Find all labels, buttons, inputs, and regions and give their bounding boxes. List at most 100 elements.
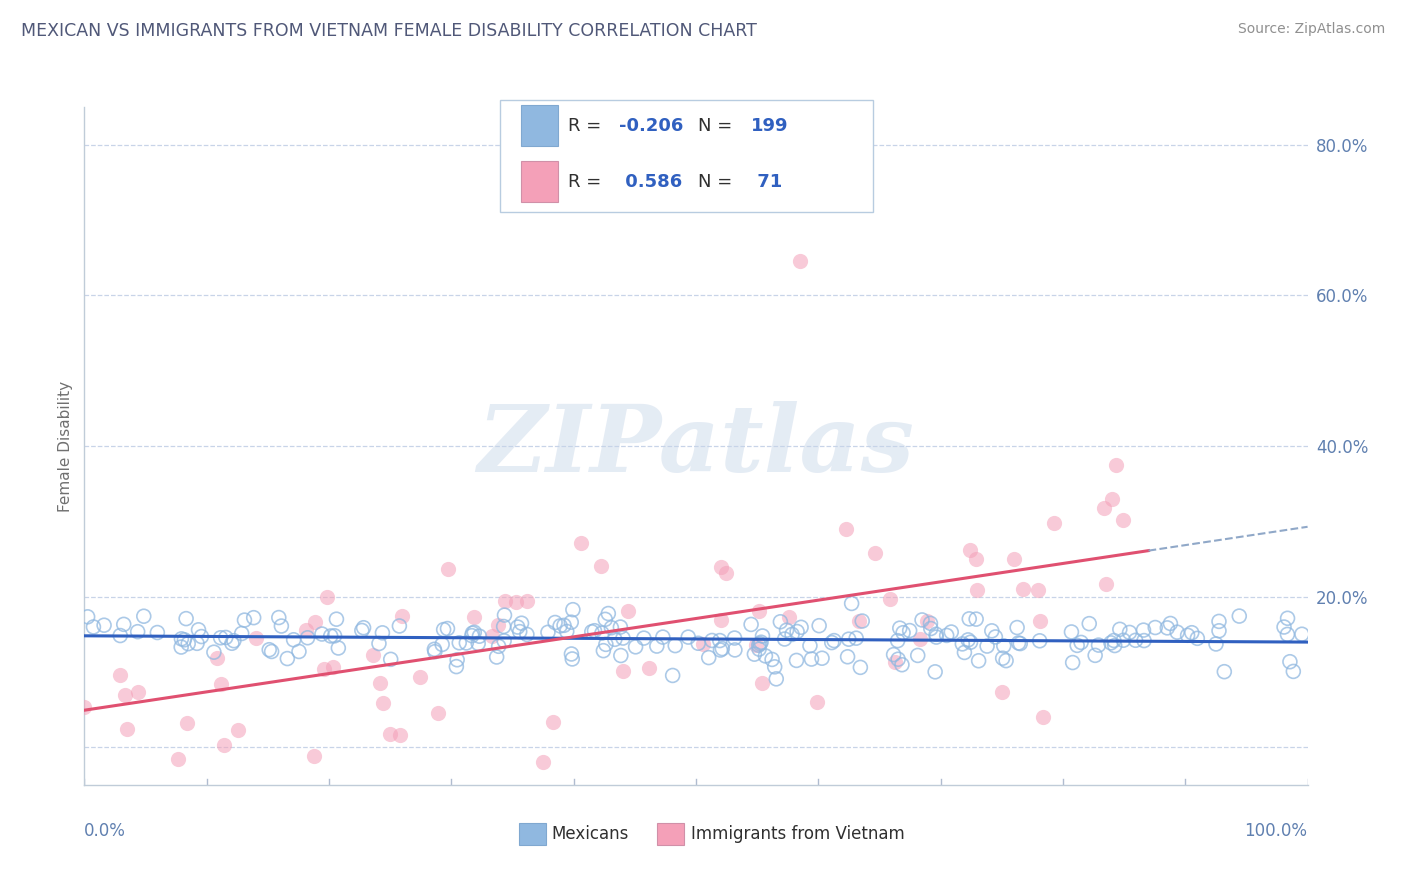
- Point: [1166, 625, 1188, 640]
- Point: [637, 661, 659, 675]
- Point: [1066, 639, 1088, 653]
- Point: [73, 700, 96, 714]
- Point: [461, 626, 484, 640]
- Point: [127, 685, 149, 699]
- Point: [883, 656, 905, 670]
- Point: [911, 613, 934, 627]
- Point: [744, 647, 766, 661]
- Text: ZIPatlas: ZIPatlas: [478, 401, 914, 491]
- Point: [361, 648, 384, 662]
- Point: [323, 629, 346, 643]
- Point: [710, 559, 733, 574]
- Point: [114, 688, 136, 702]
- Point: [935, 628, 957, 642]
- Point: [595, 637, 617, 651]
- Point: [633, 631, 655, 645]
- Point: [315, 591, 337, 605]
- Text: 100.0%: 100.0%: [1244, 822, 1308, 840]
- Point: [748, 604, 770, 618]
- Point: [488, 640, 510, 654]
- Point: [959, 542, 981, 557]
- Point: [603, 632, 626, 647]
- Point: [1159, 616, 1181, 631]
- Point: [226, 723, 249, 737]
- Point: [910, 632, 932, 646]
- Text: R =: R =: [568, 173, 606, 191]
- Point: [93, 618, 115, 632]
- Point: [294, 624, 316, 638]
- Point: [209, 631, 232, 645]
- Point: [991, 685, 1014, 699]
- Point: [1291, 627, 1313, 641]
- Y-axis label: Female Disability: Female Disability: [58, 380, 73, 512]
- Point: [170, 632, 193, 646]
- Point: [740, 617, 762, 632]
- Point: [1213, 665, 1236, 679]
- Point: [1208, 615, 1230, 629]
- Point: [297, 631, 319, 645]
- Point: [463, 625, 485, 640]
- Point: [1032, 709, 1054, 723]
- Point: [1095, 577, 1118, 591]
- Point: [436, 622, 458, 636]
- Point: [780, 627, 803, 641]
- Point: [353, 621, 375, 635]
- Point: [1062, 656, 1084, 670]
- Point: [174, 612, 197, 626]
- Point: [1026, 582, 1049, 597]
- Point: [980, 624, 1002, 638]
- Point: [700, 633, 723, 648]
- Point: [132, 609, 155, 624]
- Point: [1099, 636, 1122, 650]
- Point: [433, 623, 456, 637]
- Point: [1112, 513, 1135, 527]
- Point: [886, 633, 908, 648]
- Point: [957, 632, 980, 647]
- Point: [965, 612, 987, 626]
- Point: [492, 619, 515, 633]
- Point: [1060, 624, 1083, 639]
- Point: [751, 629, 773, 643]
- Text: Immigrants from Vietnam: Immigrants from Vietnam: [692, 825, 905, 843]
- Point: [1177, 628, 1199, 642]
- Point: [205, 650, 228, 665]
- Point: [446, 659, 468, 673]
- Point: [221, 636, 243, 650]
- Point: [790, 620, 813, 634]
- Point: [925, 627, 948, 641]
- Point: [769, 615, 792, 629]
- Point: [745, 638, 768, 652]
- Point: [222, 633, 245, 648]
- Point: [76, 609, 98, 624]
- Point: [1208, 624, 1230, 638]
- Point: [617, 603, 640, 617]
- Point: [173, 632, 195, 647]
- Point: [537, 625, 560, 640]
- Point: [984, 630, 1007, 644]
- Point: [209, 676, 232, 690]
- Point: [110, 628, 132, 642]
- Text: 0.0%: 0.0%: [84, 822, 127, 840]
- Text: N =: N =: [699, 117, 738, 135]
- Point: [516, 627, 538, 641]
- Point: [991, 651, 1014, 665]
- Point: [879, 591, 901, 606]
- Point: [651, 630, 673, 644]
- Point: [1125, 633, 1147, 648]
- Point: [845, 631, 868, 645]
- Point: [1272, 620, 1295, 634]
- Point: [835, 522, 858, 536]
- Point: [214, 738, 236, 752]
- Point: [789, 254, 811, 268]
- Point: [890, 657, 912, 672]
- Point: [600, 621, 623, 635]
- Point: [748, 642, 770, 657]
- Point: [368, 636, 391, 650]
- Point: [1084, 648, 1107, 663]
- Point: [561, 602, 583, 616]
- Point: [678, 630, 700, 644]
- Point: [883, 648, 905, 662]
- Point: [388, 728, 411, 742]
- Text: -0.206: -0.206: [619, 117, 683, 135]
- Point: [598, 607, 620, 621]
